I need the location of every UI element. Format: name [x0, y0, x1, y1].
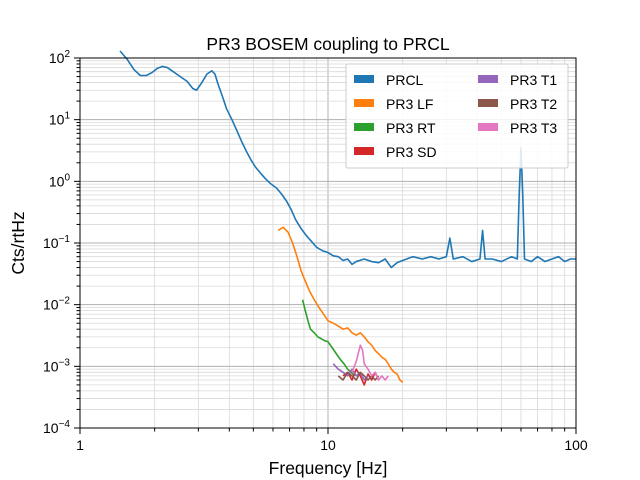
chart-title: PR3 BOSEM coupling to PRCL [206, 34, 449, 54]
y-tick-exponent: 1 [64, 111, 70, 122]
y-tick-exponent: −2 [59, 296, 71, 307]
legend-swatch [354, 123, 374, 131]
legend-swatch [354, 99, 374, 107]
y-tick-base: 10 [43, 358, 59, 374]
y-tick-exponent: 2 [64, 49, 70, 60]
y-tick-exponent: −1 [59, 234, 71, 245]
x-axis-label: Frequency [Hz] [269, 458, 388, 478]
y-tick-label: 102 [49, 49, 71, 66]
y-axis-label: Cts/rtHz [8, 211, 28, 274]
series-line-pr3-lf [277, 226, 404, 383]
y-tick-label: 10−3 [43, 357, 70, 374]
legend-label: PRCL [386, 72, 424, 88]
legend-label: PR3 LF [386, 96, 433, 112]
y-tick-base: 10 [49, 173, 65, 189]
plot-lines [119, 50, 576, 386]
series-line-pr3-t1 [332, 363, 369, 381]
y-tick-label: 10−2 [43, 296, 70, 313]
series-line-pr3-t2 [337, 371, 380, 381]
legend-label: PR3 T3 [510, 120, 557, 136]
y-tick-base: 10 [43, 297, 59, 313]
series-line-pr3-rt [301, 299, 356, 377]
axis-ticks [74, 57, 577, 434]
legend-swatch [478, 75, 498, 83]
legend-label: PR3 T1 [510, 72, 557, 88]
y-tick-label: 10−4 [43, 419, 70, 436]
legend-swatch [354, 147, 374, 155]
x-tick-label: 100 [564, 437, 588, 453]
legend-label: PR3 T2 [510, 96, 557, 112]
y-tick-exponent: 0 [64, 172, 70, 183]
legend-swatch [354, 75, 374, 83]
legend-label: PR3 SD [386, 144, 437, 160]
y-tick-label: 100 [49, 172, 71, 189]
y-tick-label: 10−1 [43, 234, 70, 251]
x-tick-label: 10 [320, 437, 336, 453]
series-line-pr3-t3 [351, 344, 389, 381]
grid [79, 57, 576, 429]
legend-swatch [478, 99, 498, 107]
y-tick-base: 10 [43, 235, 59, 251]
y-tick-exponent: −3 [59, 357, 71, 368]
x-tick-label: 1 [76, 437, 84, 453]
y-tick-exponent: −4 [59, 419, 71, 430]
legend: PRCL PR3 LF PR3 RT PR3 SD PR3 T1 PR3 T2 PR3 T3 [345, 63, 569, 169]
y-tick-label: 101 [49, 111, 71, 128]
series-line-prcl [119, 50, 576, 269]
legend-box [345, 63, 569, 169]
legend-swatch [478, 123, 498, 131]
y-tick-base: 10 [49, 50, 65, 66]
x-tick-labels: 1 10 100 [76, 437, 588, 453]
legend-label: PR3 RT [386, 120, 436, 136]
series-line-pr3-sd [342, 368, 380, 386]
y-tick-base: 10 [43, 420, 59, 436]
y-tick-base: 10 [49, 112, 65, 128]
